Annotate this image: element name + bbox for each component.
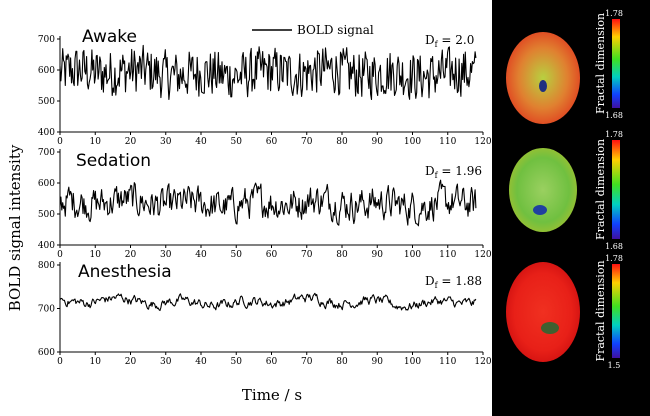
x-tick-label: 70 xyxy=(301,137,313,147)
panel-title: Awake xyxy=(82,27,137,47)
bold-signal-trace xyxy=(59,292,477,312)
y-tick-label: 600 xyxy=(38,348,55,358)
panel-sedation: 400 500 600 700 0 10 20 30 40 50 60 70 80 90 100 110 120… xyxy=(38,148,492,260)
x-tick-label: 50 xyxy=(231,357,243,367)
legend-label: BOLD signal xyxy=(297,23,374,37)
colorbar-min-label: 1.68 xyxy=(605,111,623,120)
x-tick-label: 120 xyxy=(474,250,491,260)
x-tick-label: 30 xyxy=(160,137,172,147)
y-tick-label: 600 xyxy=(38,179,55,189)
x-tick-label: 0 xyxy=(57,250,63,260)
panel-title: Anesthesia xyxy=(78,262,172,282)
y-tick-label: 600 xyxy=(38,66,55,76)
colorbar-max-label: 1.78 xyxy=(605,130,623,139)
panel-anesthesia: 600 700 800 0 10 20 30 40 50 60 70 80 90 100 110 120 Ane… xyxy=(38,261,492,367)
x-tick-label: 10 xyxy=(90,357,102,367)
x-tick-label: 90 xyxy=(372,137,384,147)
colorbar-max-label: 1.78 xyxy=(605,254,623,263)
brain-image-sedation xyxy=(509,148,577,232)
x-tick-label: 0 xyxy=(57,137,63,147)
brain-images xyxy=(506,32,580,362)
x-axis-title: Time / s xyxy=(242,386,302,404)
colorbar-title: Fractal dimension xyxy=(594,260,607,361)
x-tick-label: 70 xyxy=(301,250,313,260)
x-tick-label: 40 xyxy=(195,250,207,260)
colorbar: 1.78 1.68 Fractal dimension xyxy=(594,130,623,251)
x-tick-label: 40 xyxy=(195,357,207,367)
x-tick-label: 110 xyxy=(439,250,456,260)
colorbar-min-label: 1.68 xyxy=(605,242,623,251)
legend: BOLD signal xyxy=(252,23,374,37)
x-tick-label: 100 xyxy=(404,250,421,260)
x-tick-label: 40 xyxy=(195,137,207,147)
x-tick-label: 30 xyxy=(160,357,172,367)
x-tick-label: 20 xyxy=(125,137,137,147)
x-tick-label: 80 xyxy=(336,357,348,367)
x-tick-label: 20 xyxy=(125,250,137,260)
colorbar-min-label: 1.5 xyxy=(608,361,621,370)
x-tick-label: 50 xyxy=(231,137,243,147)
x-tick-label: 100 xyxy=(404,137,421,147)
x-tick-label: 60 xyxy=(266,250,278,260)
colorbar-gradient xyxy=(612,264,620,358)
x-tick-label: 80 xyxy=(336,137,348,147)
y-tick-label: 500 xyxy=(38,210,55,220)
x-tick-label: 0 xyxy=(57,357,63,367)
x-tick-label: 30 xyxy=(160,250,172,260)
colorbar-gradient xyxy=(612,19,620,108)
y-tick-label: 700 xyxy=(38,305,55,315)
x-tick-label: 110 xyxy=(439,357,456,367)
x-tick-label: 90 xyxy=(372,250,384,260)
x-tick-label: 70 xyxy=(301,357,313,367)
brain-image-awake xyxy=(506,32,580,124)
brain-dark-spot xyxy=(539,80,547,92)
x-tick-label: 120 xyxy=(474,137,491,147)
panel-awake: 400 500 600 700 0 10 20 30 40 50 60 70 80 90 100 110 120… xyxy=(38,27,492,147)
y-tick-label: 500 xyxy=(38,97,55,107)
fractal-dimension-label: Df = 1.96 xyxy=(425,164,482,180)
y-tick-label: 400 xyxy=(38,128,55,138)
bold-signal-trace xyxy=(59,44,477,101)
x-tick-label: 80 xyxy=(336,250,348,260)
y-tick-label: 700 xyxy=(38,35,55,45)
panel-title: Sedation xyxy=(76,151,151,171)
y-tick-label: 800 xyxy=(38,261,55,271)
x-tick-label: 60 xyxy=(266,137,278,147)
x-tick-label: 10 xyxy=(90,137,102,147)
fractal-dimension-label: Df = 1.88 xyxy=(425,274,482,290)
x-tick-label: 100 xyxy=(404,357,421,367)
x-tick-label: 90 xyxy=(372,357,384,367)
x-tick-label: 60 xyxy=(266,357,278,367)
y-tick-label: 700 xyxy=(38,148,55,158)
brain-image-anesthesia xyxy=(506,262,580,362)
x-tick-label: 120 xyxy=(474,357,491,367)
bold-signal-trace xyxy=(59,179,477,227)
y-tick-label: 400 xyxy=(38,241,55,251)
brain-dark-spot xyxy=(533,205,547,215)
x-tick-label: 50 xyxy=(231,250,243,260)
fractal-dimension-label: Df = 2.0 xyxy=(425,33,474,49)
colorbar-gradient xyxy=(612,140,620,239)
colorbar-title: Fractal dimension xyxy=(594,13,607,114)
x-tick-label: 20 xyxy=(125,357,137,367)
x-tick-label: 10 xyxy=(90,250,102,260)
x-tick-label: 110 xyxy=(439,137,456,147)
colorbar-title: Fractal dimension xyxy=(594,139,607,240)
colorbar-max-label: 1.78 xyxy=(605,9,623,18)
y-axis-title: BOLD signal intensity xyxy=(6,144,24,311)
brain-dark-spot xyxy=(541,322,559,334)
